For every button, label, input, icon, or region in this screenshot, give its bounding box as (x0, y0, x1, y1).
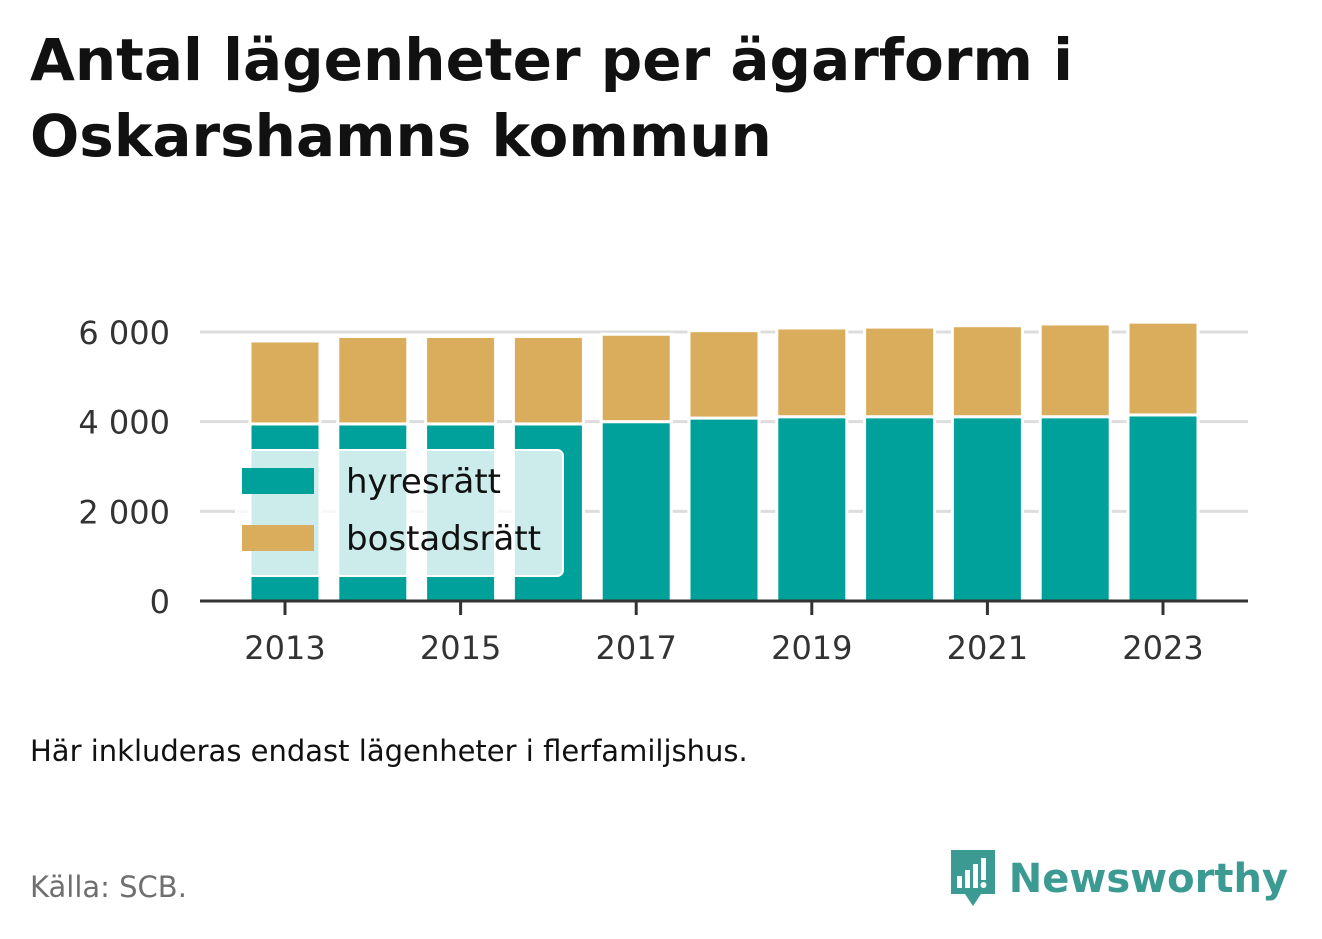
y-tick-label: 2 000 (78, 493, 170, 531)
bar-bostadsratt (1038, 322, 1112, 419)
x-tick-label: 2017 (595, 629, 676, 667)
legend-box (235, 449, 564, 577)
bar-hyresratt (599, 420, 673, 603)
x-tick-label: 2019 (771, 629, 852, 667)
legend-swatch (242, 525, 314, 551)
bar-hyresratt (687, 416, 761, 603)
x-tick-label: 2023 (1122, 629, 1203, 667)
x-tick-label: 2021 (947, 629, 1028, 667)
y-tick-label: 4 000 (78, 404, 170, 442)
bar-bostadsratt (950, 324, 1024, 419)
bar-bostadsratt (1126, 320, 1200, 417)
source-credit: Källa: SCB. (30, 870, 187, 904)
axes: 2013 2015 2017 2019 2021 2023 (200, 599, 1248, 667)
bar-hyresratt (1038, 415, 1112, 603)
stacked-bar-chart: 0 2 000 4 000 6 000 2013 2015 2017 2019 2021 202… (78, 314, 1248, 667)
legend-label: bostadsrätt (346, 519, 541, 559)
brand-logo: Newsworthy (947, 848, 1288, 910)
bar-bostadsratt (248, 339, 322, 426)
bar-hyresratt (1126, 413, 1200, 603)
bar-bostadsratt (775, 326, 849, 419)
newsworthy-logo-icon (950, 850, 995, 906)
legend-label: hyresrätt (346, 462, 501, 502)
brand-name: Newsworthy (1008, 856, 1288, 902)
bar-bostadsratt (511, 334, 585, 426)
y-tick-label: 6 000 (78, 314, 170, 352)
bar-bostadsratt (424, 334, 498, 426)
chart-note: Här inkluderas endast lägenheter i flerf… (30, 734, 748, 768)
x-tick-label: 2015 (420, 629, 501, 667)
legend-swatch (242, 468, 314, 494)
chart-title: Antal lägenheter per ägarform i Oskarsha… (30, 26, 1074, 170)
y-tick-label: 0 (150, 583, 170, 621)
bar-hyresratt (950, 415, 1024, 603)
bar-bostadsratt (687, 329, 761, 420)
bar-bostadsratt (336, 334, 410, 426)
bar-hyresratt (863, 415, 937, 603)
bar-hyresratt (775, 415, 849, 603)
bar-bostadsratt (599, 332, 673, 424)
legend: hyresrätt bostadsrätt (235, 449, 564, 577)
bar-bostadsratt (863, 325, 937, 419)
x-tick-label: 2013 (244, 629, 325, 667)
